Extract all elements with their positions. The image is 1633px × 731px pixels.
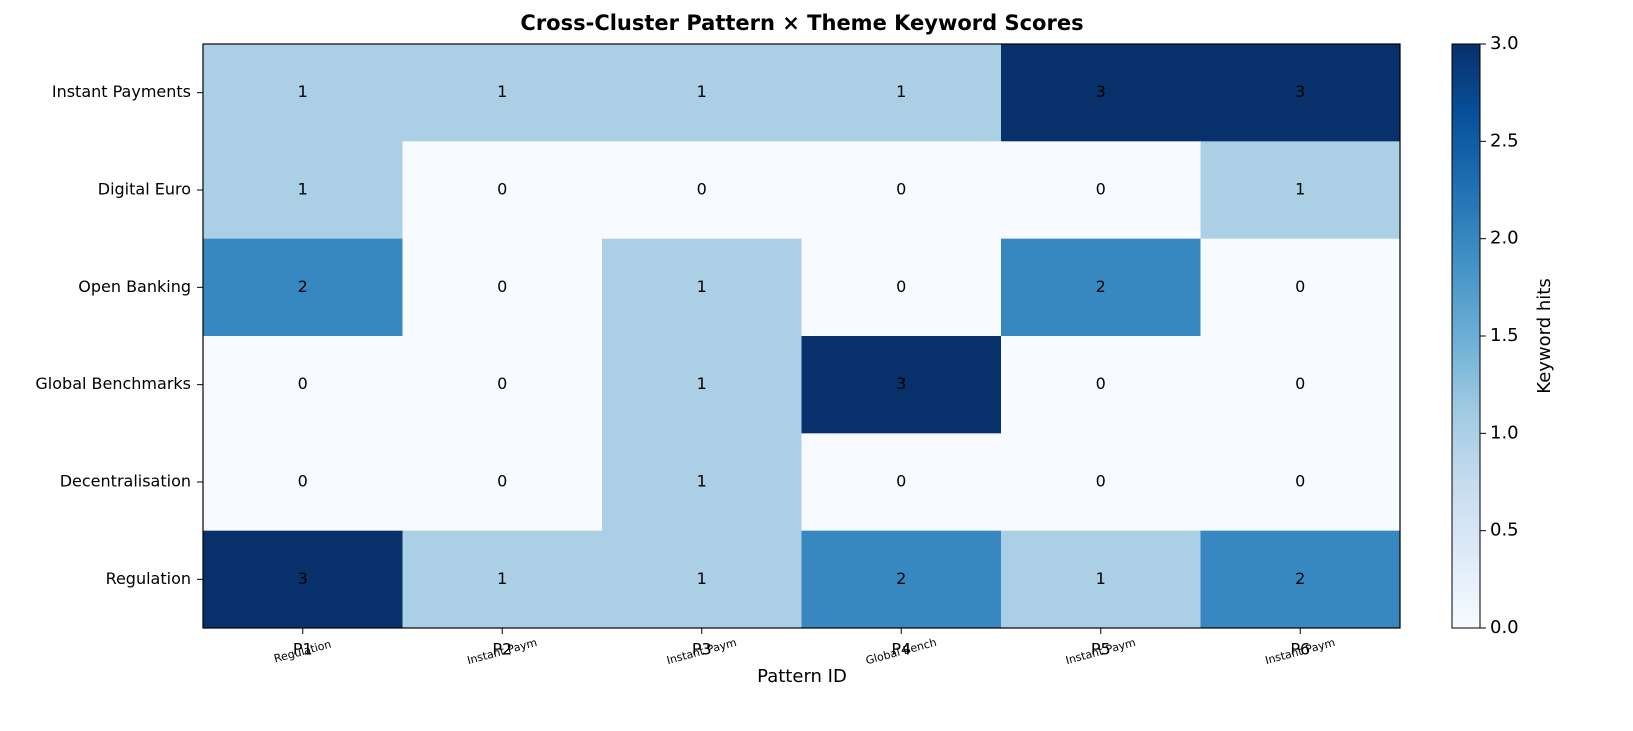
cell-label: 0 [1295,374,1305,393]
heatmap-cell [1200,530,1401,629]
heatmap-cell [602,141,802,240]
x-tick-label: P4 [891,640,911,659]
colorbar-tick-label: 0.5 [1490,520,1519,541]
heatmap-cell [602,530,802,629]
cell-label: 0 [1096,180,1106,199]
heatmap-cell [402,336,603,434]
heatmap-cell [402,44,603,142]
chart-title: Cross-Cluster Pattern × Theme Keyword Sc… [520,11,1083,35]
colorbar-tick-label: 1.5 [1490,325,1519,346]
x-tick-label: P6 [1290,640,1310,659]
cell-label: 1 [497,569,507,588]
cell-label: 0 [497,472,507,491]
heatmap-cell [1200,141,1401,240]
heatmap-cell [1200,238,1401,337]
cell-label: 0 [896,180,906,199]
heatmap-cell [1001,44,1201,142]
cell-label: 2 [1295,569,1305,588]
cell-label: 0 [1096,472,1106,491]
x-axis-label: Pattern ID [757,666,847,687]
cell-label: 2 [1096,277,1106,296]
colorbar-label: Keyword hits [1534,278,1555,393]
colorbar-tick-label: 2.0 [1490,228,1519,249]
heatmap-cell [1001,433,1201,532]
cell-label: 1 [298,180,308,199]
colorbar-tick-label: 2.5 [1490,130,1519,151]
heatmap-cell [602,433,802,532]
y-tick-label: Digital Euro [98,180,191,199]
heatmap-cell [801,433,1002,532]
heatmap-cell [801,141,1002,240]
x-tick-label: P2 [492,640,512,659]
y-tick-label: Regulation [106,569,191,588]
colorbar [1451,43,1481,629]
cell-label: 1 [896,82,906,101]
heatmap-cell [402,530,603,629]
heatmap-cell [203,530,403,629]
heatmap-cell [402,141,603,240]
cell-label: 1 [697,374,707,393]
cell-label: 0 [497,374,507,393]
x-tick-label: P3 [692,640,712,659]
y-tick-label: Decentralisation [60,472,191,491]
cell-label: 3 [1096,82,1106,101]
cell-label: 0 [298,472,308,491]
heatmap-cell [402,433,603,532]
heatmap-cell [1200,433,1401,532]
x-tick-label: P1 [293,640,313,659]
cell-label: 0 [896,277,906,296]
cell-label: 0 [697,180,707,199]
plot-frame [202,43,1401,629]
y-tick-label: Global Benchmarks [35,374,191,393]
colorbar-tick-label: 3.0 [1490,33,1519,54]
heatmap-cell [602,336,802,434]
cell-label: 1 [298,82,308,101]
heatmap-cell [1001,238,1201,337]
cell-label: 0 [497,277,507,296]
colorbar-tick-label: 0.0 [1490,617,1519,638]
y-tick-label: Open Banking [78,277,191,296]
cell-label: 0 [298,374,308,393]
heatmap-cell [801,44,1002,142]
cell-label: 2 [896,569,906,588]
cell-label: 1 [1096,569,1106,588]
heatmap-cell [203,336,403,434]
heatmap-cell [801,530,1002,629]
heatmap-cell [1200,336,1401,434]
cell-label: 2 [298,277,308,296]
heatmap-cell [203,238,403,337]
heatmap-cell [602,238,802,337]
heatmap-cell [203,433,403,532]
heatmap-cell [1200,44,1401,142]
cell-label: 1 [697,472,707,491]
heatmap-cell [801,336,1002,434]
heatmap-cell [1001,336,1201,434]
cell-label: 1 [697,82,707,101]
heatmap-cell [402,238,603,337]
cell-label: 3 [298,569,308,588]
x-tick-label: P5 [1091,640,1111,659]
cell-label: 0 [497,180,507,199]
cell-label: 1 [1295,180,1305,199]
cell-label: 0 [1295,277,1305,296]
heatmap-cell [203,44,403,142]
cell-label: 3 [1295,82,1305,101]
cell-label: 3 [896,374,906,393]
heatmap-cell [602,44,802,142]
cell-label: 1 [697,277,707,296]
y-tick-label: Instant Payments [52,82,191,101]
cell-label: 0 [1096,374,1106,393]
heatmap-cell [1001,530,1201,629]
heatmap-cell [203,141,403,240]
cell-label: 0 [896,472,906,491]
colorbar-tick-label: 1.0 [1490,422,1519,443]
heatmap-cell [1001,141,1201,240]
cell-label: 1 [497,82,507,101]
cell-label: 0 [1295,472,1305,491]
cell-label: 1 [697,569,707,588]
heatmap-cell [801,238,1002,337]
